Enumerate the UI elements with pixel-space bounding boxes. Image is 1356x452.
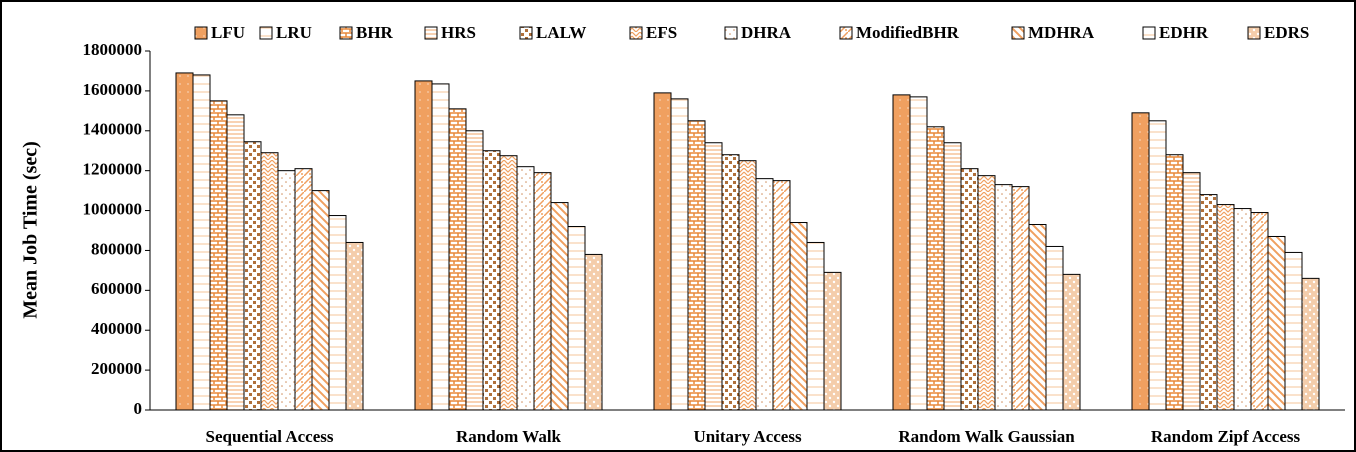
y-tick-label: 1600000	[83, 80, 143, 99]
bar	[1045, 245, 1064, 411]
bar	[960, 168, 979, 411]
bar	[1267, 235, 1286, 411]
bar	[328, 215, 347, 411]
bar	[567, 226, 586, 411]
legend-label: EDRS	[1264, 23, 1309, 42]
legend-label: BHR	[356, 23, 394, 42]
bar	[533, 172, 552, 411]
bar	[345, 241, 364, 411]
bar	[1165, 154, 1184, 411]
bar	[1062, 273, 1081, 411]
y-tick-label: 400000	[91, 319, 142, 338]
legend-swatch	[724, 26, 738, 40]
bar	[738, 160, 757, 411]
legend-label: LFU	[211, 23, 245, 42]
y-tick-label: 200000	[91, 359, 142, 378]
legend-label: LRU	[276, 23, 312, 42]
legend-swatch	[194, 26, 208, 40]
bar	[1301, 277, 1320, 411]
x-tick-label: Unitary Access	[693, 427, 802, 446]
bar	[687, 120, 706, 411]
bar	[721, 154, 740, 411]
bar	[823, 271, 842, 411]
bar	[1199, 194, 1218, 411]
bar	[943, 142, 962, 411]
bar	[1028, 224, 1047, 411]
bar	[584, 253, 603, 411]
bar	[499, 155, 518, 411]
bar	[311, 190, 330, 411]
legend-swatch	[339, 26, 353, 40]
bar	[926, 126, 945, 411]
bar	[243, 141, 262, 411]
bar	[550, 202, 569, 411]
bar	[482, 150, 501, 411]
legend-swatch	[519, 26, 533, 40]
bar	[1148, 120, 1167, 411]
legend-swatch	[259, 26, 273, 40]
bar	[175, 72, 194, 411]
y-tick-label: 1400000	[83, 120, 143, 139]
bar	[977, 175, 996, 411]
legend-label: EFS	[646, 23, 677, 42]
bar	[670, 98, 689, 411]
y-tick-label: 1200000	[83, 160, 143, 179]
legend-swatch	[1142, 26, 1156, 40]
x-tick-label: Sequential Access	[206, 427, 334, 446]
y-tick-label: 1000000	[83, 199, 143, 218]
bar	[994, 184, 1013, 411]
y-tick-label: 800000	[91, 239, 142, 258]
bar	[1182, 172, 1201, 411]
legend-swatch	[839, 26, 853, 40]
bar	[704, 142, 723, 411]
bar	[1250, 212, 1269, 411]
legend-label: ModifiedBHR	[856, 23, 960, 42]
bar	[755, 178, 774, 411]
y-tick-label: 1800000	[83, 40, 143, 59]
bar	[772, 180, 791, 411]
bar	[294, 168, 313, 411]
legend-swatch	[629, 26, 643, 40]
bar	[516, 166, 535, 411]
bar	[1233, 208, 1252, 411]
bar	[1131, 112, 1150, 411]
y-tick-label: 0	[134, 399, 143, 418]
legend-swatch	[424, 26, 438, 40]
bar	[465, 130, 484, 411]
y-tick-label: 600000	[91, 279, 142, 298]
legend-label: EDHR	[1159, 23, 1209, 42]
x-tick-label: Random Zipf Access	[1151, 427, 1301, 446]
legend-swatch	[1247, 26, 1261, 40]
bar	[789, 222, 808, 411]
bar	[909, 96, 928, 411]
bar	[653, 92, 672, 411]
legend-label: LALW	[536, 23, 586, 42]
bar	[414, 80, 433, 411]
x-tick-label: Random Walk Gaussian	[898, 427, 1075, 446]
bar	[260, 152, 279, 411]
bar	[431, 83, 450, 411]
bar	[226, 114, 245, 411]
bar	[448, 108, 467, 411]
legend-label: MDHRA	[1028, 23, 1095, 42]
bar	[1216, 204, 1235, 411]
bar	[277, 170, 296, 411]
bar	[192, 74, 211, 411]
legend-swatch	[1011, 26, 1025, 40]
bar	[806, 241, 825, 411]
bar	[1284, 251, 1303, 411]
bar	[209, 100, 228, 411]
legend-label: HRS	[441, 23, 476, 42]
y-axis-title: Mean Job Time (sec)	[20, 141, 42, 319]
legend-label: DHRA	[741, 23, 792, 42]
bar	[892, 94, 911, 411]
bar	[1011, 186, 1030, 411]
x-tick-label: Random Walk	[456, 427, 562, 446]
